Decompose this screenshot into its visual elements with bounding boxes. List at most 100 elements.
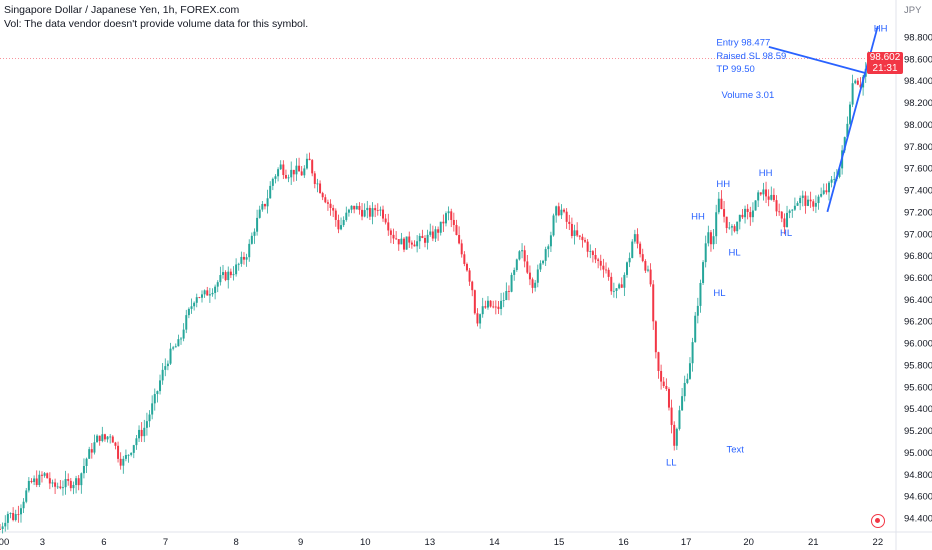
candle-body xyxy=(597,259,600,261)
candle-body xyxy=(539,263,542,270)
candle-body xyxy=(143,427,146,437)
candle-body xyxy=(274,176,277,179)
candle-body xyxy=(644,261,647,271)
x-tick-label: 3 xyxy=(40,537,45,548)
candle-body xyxy=(628,257,631,263)
candle-body xyxy=(17,514,20,515)
candle-body xyxy=(287,177,290,179)
candle-body xyxy=(639,243,642,255)
candle-body xyxy=(298,165,301,172)
candle-body xyxy=(182,329,185,339)
y-tick-label: 97.200 xyxy=(904,207,932,218)
candle-body xyxy=(479,314,482,324)
candle-body xyxy=(56,486,59,488)
candle-body xyxy=(340,225,343,230)
candle-body xyxy=(403,238,406,250)
candle-body xyxy=(203,290,206,295)
candle-body xyxy=(560,209,563,216)
candle-body xyxy=(132,445,135,453)
candle-body xyxy=(227,271,230,281)
x-tick-label: 7 xyxy=(163,537,168,548)
candle-body xyxy=(185,315,188,330)
candle-body xyxy=(468,270,471,282)
candle-body xyxy=(707,232,710,244)
candle-body xyxy=(822,190,825,194)
y-tick-label: 94.800 xyxy=(904,470,932,481)
candle-body xyxy=(219,275,222,283)
candle-body xyxy=(625,262,628,275)
candle-body xyxy=(439,221,442,233)
candle-body xyxy=(345,212,348,220)
candle-body xyxy=(130,452,133,455)
candle-body xyxy=(405,236,408,250)
candle-body xyxy=(602,265,605,270)
x-tick-label: 15 xyxy=(554,537,565,548)
candle-body xyxy=(492,306,495,308)
candle-body xyxy=(500,300,503,309)
candle-body xyxy=(510,274,513,292)
candle-body xyxy=(303,168,306,176)
x-tick-label: 20 xyxy=(743,537,754,548)
candle-body xyxy=(279,164,282,170)
candle-body xyxy=(284,175,287,179)
candle-body xyxy=(211,292,214,295)
candle-body xyxy=(528,272,531,280)
candle-body xyxy=(321,193,324,198)
x-tick-label: 14 xyxy=(489,537,500,548)
candle-body xyxy=(507,290,510,292)
candle-body xyxy=(641,254,644,262)
candle-body xyxy=(620,284,623,288)
candle-body xyxy=(775,200,778,212)
candle-body xyxy=(48,478,51,484)
candle-body xyxy=(730,226,733,228)
candle-body xyxy=(683,382,686,397)
candle-body xyxy=(544,249,547,261)
candle-body xyxy=(0,528,1,530)
candle-body xyxy=(555,206,558,216)
y-tick-label: 95.000 xyxy=(904,448,932,459)
candle-body xyxy=(586,241,589,252)
candle-body xyxy=(124,455,127,459)
candle-body xyxy=(177,339,180,347)
candle-body xyxy=(90,449,93,453)
candle-body xyxy=(376,210,379,211)
candle-body xyxy=(557,206,560,216)
candle-body xyxy=(109,436,112,438)
candle-body xyxy=(145,421,148,428)
candle-body xyxy=(82,466,85,474)
candle-body xyxy=(793,205,796,210)
candle-body xyxy=(749,211,752,218)
candle-body xyxy=(361,209,364,217)
alert-icon[interactable] xyxy=(871,514,885,528)
candle-body xyxy=(161,369,164,381)
symbol-title[interactable]: Singapore Dollar / Japanese Yen, 1h, FOR… xyxy=(4,4,240,16)
candle-body xyxy=(667,388,670,408)
candle-body xyxy=(88,449,91,459)
candle-body xyxy=(772,194,775,201)
candle-body xyxy=(783,218,786,228)
candle-body xyxy=(358,205,361,210)
last-price-value: 98.602 xyxy=(869,52,901,63)
x-tick-label: 10 xyxy=(360,537,371,548)
candle-body xyxy=(410,242,413,245)
candle-body xyxy=(552,215,555,236)
candle-body xyxy=(636,234,639,244)
candle-body xyxy=(812,201,815,207)
candle-body xyxy=(408,236,411,243)
candle-body xyxy=(521,250,524,252)
candle-body xyxy=(193,302,196,307)
candle-body xyxy=(570,223,573,236)
y-tick-label: 98.000 xyxy=(904,120,932,131)
candle-body xyxy=(484,306,487,308)
candle-body xyxy=(728,227,731,229)
candle-body xyxy=(397,239,400,245)
candle-body xyxy=(681,396,684,411)
candle-body xyxy=(607,269,610,277)
candle-body xyxy=(673,424,676,446)
candle-body xyxy=(665,385,668,389)
candle-body xyxy=(675,428,678,446)
chart-annotation: HL xyxy=(729,248,741,259)
candle-body xyxy=(778,211,781,213)
candle-body xyxy=(694,315,697,343)
